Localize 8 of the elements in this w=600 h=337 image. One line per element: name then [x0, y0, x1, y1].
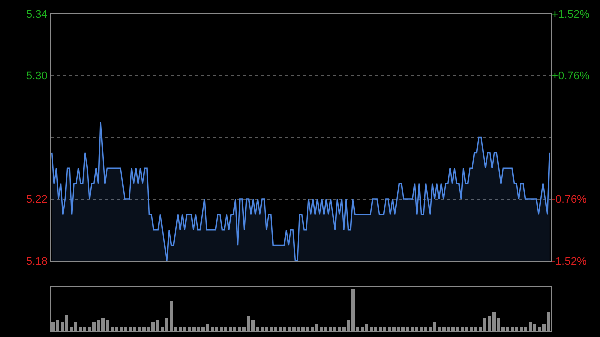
- y-tick-label: 5.30: [26, 70, 48, 83]
- y2-tick-label: -0.76%: [552, 194, 588, 206]
- y2-tick-label: -1.52%: [552, 256, 588, 268]
- y2-tick-label: +1.52%: [552, 8, 590, 21]
- y-tick-label: 5.22: [26, 194, 48, 206]
- y-tick-label: 5.18: [26, 256, 48, 268]
- y-tick-label: 5.34: [26, 8, 48, 21]
- y2-tick-label: +0.76%: [552, 70, 590, 83]
